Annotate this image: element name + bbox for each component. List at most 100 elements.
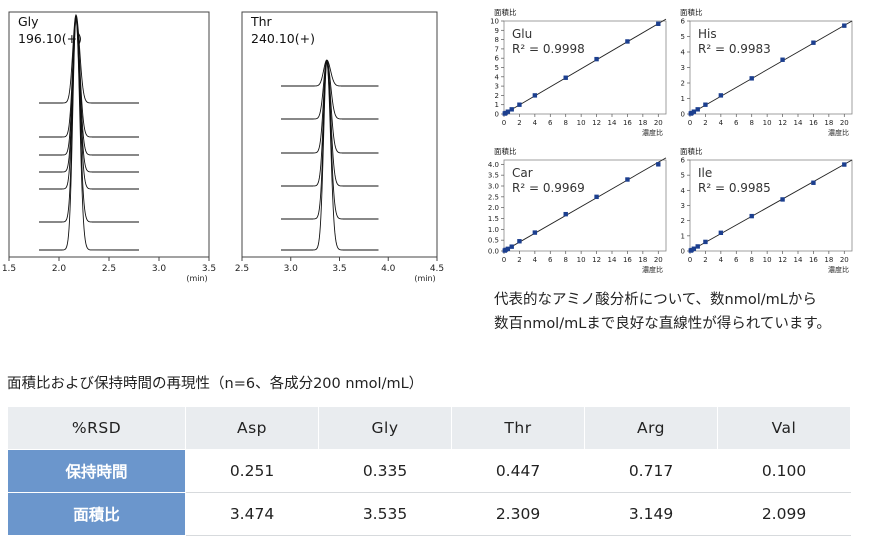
y-tick-label: 3.0 (488, 183, 499, 191)
y-tick-label: 1.5 (488, 215, 499, 223)
y-tick-label: 4 (495, 73, 500, 81)
data-point (749, 213, 754, 219)
data-point (532, 230, 538, 235)
data-point (842, 162, 847, 167)
y-tick-label: 2.5 (488, 193, 499, 201)
x-tick-label: 4.5 (430, 264, 444, 274)
table-cell: 3.149 (584, 492, 718, 536)
table-header-cell: Arg (584, 406, 718, 450)
y-tick-label: 1 (681, 95, 685, 103)
x-tick-label: 3.0 (152, 264, 167, 274)
data-point (505, 246, 511, 252)
rsd-table: %RSD Asp Gly Thr Arg Val 保持時間 0.251 0.33… (7, 406, 851, 536)
caption-line-2: 数百nmol/mLまで良好な直線性が得られています。 (494, 316, 831, 332)
x-tick-label: 16 (809, 119, 818, 127)
mz-label: 240.10(+) (251, 31, 315, 46)
x-tick-label: 12 (778, 119, 787, 127)
table-row: 面積比 3.474 3.535 2.309 3.149 2.099 (7, 492, 851, 536)
y-tick-label: 2.0 (488, 204, 499, 212)
x-tick-label: 6 (548, 119, 553, 127)
y-axis-label: 面積比 (494, 7, 517, 17)
data-point (695, 244, 700, 249)
data-point (625, 177, 630, 182)
compound-label: Thr (250, 14, 273, 29)
chromatogram-trace (39, 17, 140, 223)
x-tick-label: 20 (840, 256, 849, 264)
data-point (594, 194, 599, 200)
data-point (503, 247, 508, 253)
table-cell: 3.535 (318, 492, 452, 536)
y-tick-label: 5 (495, 64, 499, 72)
x-tick-label: 14 (608, 119, 617, 127)
data-point (811, 180, 816, 185)
data-point (563, 75, 568, 80)
y-tick-label: 2 (495, 92, 499, 100)
y-tick-label: 6 (681, 18, 686, 26)
fit-line (689, 20, 853, 115)
x-tick-label: 20 (840, 119, 849, 127)
table-cell: 0.335 (318, 449, 452, 493)
y-tick-label: 1 (681, 232, 685, 240)
x-tick-label: 18 (824, 119, 833, 127)
data-point (691, 109, 697, 114)
fit-line (689, 159, 853, 252)
y-tick-label: 3 (495, 83, 499, 91)
y-tick-label: 3 (681, 202, 685, 210)
x-tick-label: 0 (502, 119, 506, 127)
y-tick-label: 8 (495, 36, 499, 44)
x-tick-label: 2 (517, 256, 521, 264)
y-tick-label: 0 (681, 248, 685, 256)
x-tick-label: 6 (734, 256, 739, 264)
data-point (703, 102, 708, 107)
series-title: Car (512, 166, 533, 180)
y-tick-label: 0 (495, 111, 499, 119)
x-tick-label: 10 (763, 256, 772, 264)
x-tick-label: 4 (533, 256, 538, 264)
data-point (691, 246, 697, 251)
row-label: 面積比 (7, 492, 186, 536)
y-tick-label: 0.0 (488, 248, 499, 256)
x-unit-label: (min) (414, 274, 435, 283)
y-tick-label: 2 (681, 217, 685, 225)
data-point (509, 107, 514, 112)
x-tick-label: 0 (688, 119, 692, 127)
table-cell: 2.099 (717, 492, 851, 536)
table-cell: 2.309 (451, 492, 585, 536)
r2-label: R² = 0.9983 (698, 42, 771, 56)
table-row: 保持時間 0.251 0.335 0.447 0.717 0.100 (7, 449, 851, 493)
data-point (689, 247, 694, 253)
data-point (689, 110, 694, 116)
chromatogram-trace (281, 61, 379, 251)
r2-label: R² = 0.9998 (512, 42, 585, 56)
table-cell: 0.717 (584, 449, 718, 493)
table-header-row: %RSD Asp Gly Thr Arg Val (7, 406, 851, 450)
data-point (625, 39, 630, 44)
x-axis-label: 濃度比 (642, 265, 663, 274)
x-tick-label: 14 (608, 256, 617, 264)
data-point (811, 40, 816, 45)
y-tick-label: 9 (495, 27, 499, 35)
x-tick-label: 2 (517, 119, 521, 127)
y-tick-label: 2 (681, 80, 685, 88)
x-tick-label: 3.5 (332, 264, 346, 274)
x-axis-label: 濃度比 (828, 265, 849, 274)
table-cell: 3.474 (185, 492, 319, 536)
x-unit-label: (min) (186, 274, 207, 283)
x-tick-label: 18 (824, 256, 833, 264)
series-title: His (698, 27, 717, 41)
chromatogram-trace (39, 18, 140, 251)
x-tick-label: 2.0 (52, 264, 67, 274)
x-tick-label: 12 (592, 256, 601, 264)
x-tick-label: 6 (734, 119, 739, 127)
x-tick-label: 4 (533, 119, 538, 127)
y-tick-label: 5 (681, 33, 685, 41)
row-label: 保持時間 (7, 449, 186, 493)
data-point (505, 109, 511, 114)
x-tick-label: 2 (703, 256, 707, 264)
x-tick-label: 14 (794, 256, 803, 264)
data-point (718, 230, 724, 235)
y-tick-label: 10 (490, 18, 499, 26)
table-title: 面積比および保持時間の再現性（n=6、各成分200 nmol/mL） (7, 376, 424, 392)
